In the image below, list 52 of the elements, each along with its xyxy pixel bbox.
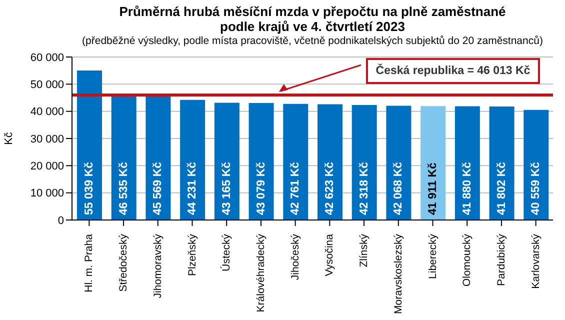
x-tick-label: Karlovarský (530, 233, 542, 289)
x-tick-label: Královéhradecký (254, 233, 267, 312)
data-label: 42 318 Kč (358, 161, 370, 215)
data-label: 42 761 Kč (290, 161, 302, 215)
x-tick-label: Jihočeský (289, 233, 302, 280)
bar (318, 104, 342, 220)
bar (524, 110, 549, 220)
y-tick-label: 30 000 (30, 133, 64, 146)
chart-title: Průměrná hrubá měsíční mzda v přepočtu na plně zaměstnané podle krajů ve 4. čtvrtletí 2023 (118, 4, 507, 34)
x-tick-label: Hl. m. Praha (83, 234, 96, 292)
y-tick-label: 40 000 (30, 106, 64, 118)
data-label: 41 802 Kč (496, 161, 508, 215)
y-tick-label: 10 000 (30, 188, 64, 200)
y-axis-title: Kč (2, 132, 15, 145)
data-label: 45 569 Kč (152, 161, 164, 215)
data-label: 41 880 Kč (461, 161, 474, 215)
bar (489, 106, 514, 220)
bar (146, 96, 171, 220)
bar (386, 106, 412, 220)
y-tick-label: 60 000 (30, 52, 64, 64)
x-tick-label: Vysočina (324, 234, 336, 276)
x-tick-label: Olomoucký (461, 233, 474, 287)
bar (352, 105, 377, 220)
data-label: 43 165 Kč (220, 161, 233, 215)
y-tick-label: 50 000 (30, 79, 64, 92)
x-tick-label: Pardubický (495, 233, 508, 286)
bar (214, 102, 240, 220)
y-tick-label: 0 (58, 214, 64, 227)
ref-line-label: Česká republika = 46 013 Kč (376, 63, 531, 77)
bar (77, 70, 102, 220)
bar (283, 104, 308, 220)
data-label: 55 039 Kč (84, 161, 96, 215)
data-label: 40 559 Kč (530, 161, 542, 215)
data-label: 41 911 Kč (427, 162, 440, 215)
x-tick-label: Moravskoslezský (392, 233, 404, 314)
x-tick-label: Plzeňský (186, 233, 198, 276)
data-label: 46 535 Kč (118, 161, 130, 215)
data-label: 42 623 Kč (324, 161, 336, 215)
x-tick-label: Středočeský (118, 233, 130, 292)
data-label: 43 079 Kč (255, 161, 268, 215)
x-tick-label: Ústecký (220, 233, 233, 272)
bar (454, 106, 480, 220)
bar (420, 106, 446, 220)
data-label: 44 231 Kč (186, 161, 199, 215)
x-tick-label: Zlínský (358, 233, 370, 268)
x-tick-label: Jihomoravský (152, 233, 164, 298)
y-tick-label: 20 000 (30, 160, 64, 173)
bar (248, 102, 274, 220)
bar (180, 100, 206, 220)
x-tick-label: Liberecký (426, 233, 439, 279)
chart-subtitle: (předběžné výsledky, podle místa pracoviště, včetně podnikatelských subjektů do 20 zaměstnanců) (81, 34, 544, 48)
data-label: 42 068 Kč (392, 161, 405, 215)
